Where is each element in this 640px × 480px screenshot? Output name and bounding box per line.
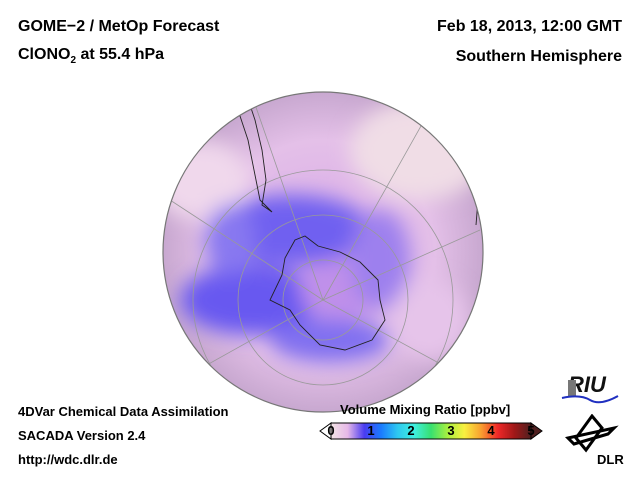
dlr-logo-icon <box>564 414 619 453</box>
colorbar-tick-label: 2 <box>407 423 415 438</box>
dlr-logo-text: DLR <box>597 452 624 467</box>
colorbar-tick-label: 1 <box>367 423 375 438</box>
colorbar-title: Volume Mixing Ratio [ppbv] <box>340 402 511 417</box>
region-label: Southern Hemisphere <box>455 48 622 65</box>
colorbar-tick-label: 4 <box>487 423 495 438</box>
colorbar <box>319 422 543 440</box>
species-subscript: 2 <box>70 55 77 67</box>
globe-outline <box>162 91 484 413</box>
footer-line-1: 4DVar Chemical Data Assimilation <box>18 404 229 419</box>
colorbar-tick-label: 5 <box>527 423 535 438</box>
colorbar-tick-label: 3 <box>447 423 455 438</box>
riu-logo-wave <box>561 395 619 404</box>
graticule <box>169 92 481 412</box>
colorbar-tick-label: 0 <box>327 423 335 438</box>
species-name: ClONO <box>18 46 71 63</box>
footer-line-2: SACADA Version 2.4 <box>18 428 146 443</box>
footer-url[interactable]: http://wdc.dlr.de <box>18 452 118 467</box>
date-label: Feb 18, 2013, 12:00 GMT <box>437 18 622 35</box>
map-title: GOME−2 / MetOp Forecast <box>18 18 220 35</box>
riu-logo-tower <box>568 380 576 396</box>
species-label: ClONO2 at 55.4 hPa <box>18 46 164 66</box>
colorbar-bar <box>330 422 532 440</box>
pressure-level: at 55.4 hPa <box>76 46 165 63</box>
